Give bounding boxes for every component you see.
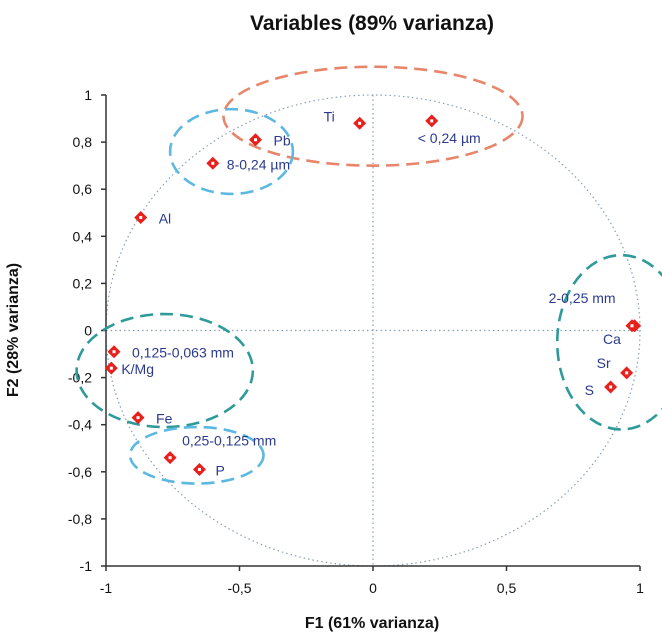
point-marker-center-3 — [211, 161, 215, 165]
data-point-5 — [107, 345, 121, 359]
data-point-12 — [620, 366, 634, 380]
point-marker-center-0 — [358, 121, 362, 125]
y-tick-label-8: 0,6 — [73, 181, 93, 197]
point-label-0: Ti — [324, 108, 335, 124]
x-tick-label-1: -0,5 — [227, 580, 251, 596]
group-ellipse-3 — [128, 425, 265, 485]
point-label-12: Sr — [597, 355, 611, 371]
data-point-13 — [604, 380, 618, 394]
point-marker-center-6 — [109, 366, 113, 370]
group-ellipse-2 — [75, 312, 255, 429]
point-label-3: 8-0,24 µm — [227, 156, 290, 172]
plot-area: -1 -0,8 -0,6 -0,4 -0,2 0 0,2 0,4 0,6 0,8 1 -1 -0,5 0 0… — [68, 65, 662, 596]
point-label-5: 0,125-0,063 mm — [132, 345, 234, 361]
y-tick-label-10: 1 — [84, 87, 92, 103]
point-label-2: Pb — [274, 133, 291, 149]
point-label-7: Fe — [156, 411, 173, 427]
group-ellipse-0 — [222, 65, 524, 167]
point-marker-center-11 — [630, 324, 634, 328]
point-label-11: Ca — [603, 331, 621, 347]
point-marker-center-9 — [197, 467, 201, 471]
point-marker-center-4 — [139, 215, 143, 219]
point-marker-center-7 — [136, 416, 140, 420]
x-axis-title: F1 (61% varianza) — [305, 615, 439, 632]
point-label-10: 2-0,25 mm — [549, 290, 616, 306]
y-axis-title: F2 (28% varianza) — [5, 263, 22, 397]
x-tick-label-2: 0 — [369, 580, 377, 596]
y-tick-label-4: -0,2 — [68, 370, 92, 386]
y-tick-label-0: -1 — [80, 558, 93, 574]
group-ellipse-1 — [168, 107, 295, 196]
point-marker-center-13 — [609, 385, 613, 389]
x-tick-label-0: -1 — [100, 580, 113, 596]
y-tick-label-6: 0,2 — [73, 275, 93, 291]
x-tick-label-3: 0,5 — [497, 580, 517, 596]
point-label-1: < 0,24 µm — [418, 130, 481, 146]
point-label-8: 0,25-0,125 mm — [182, 433, 276, 449]
point-label-9: P — [215, 462, 224, 478]
y-tick-label-2: -0,6 — [68, 464, 92, 480]
data-point-2 — [249, 133, 263, 147]
data-point-1 — [425, 114, 439, 128]
data-point-11 — [625, 319, 639, 333]
point-marker-center-2 — [254, 138, 258, 142]
point-label-4: Al — [159, 210, 171, 226]
data-point-6 — [104, 361, 118, 375]
point-label-13: S — [585, 382, 594, 398]
data-point-9 — [192, 462, 206, 476]
y-tick-label-9: 0,8 — [73, 134, 93, 150]
y-tick-label-3: -0,4 — [68, 417, 92, 433]
y-tick-label-5: 0 — [84, 323, 92, 339]
point-marker-center-8 — [168, 456, 172, 460]
data-point-4 — [134, 210, 148, 224]
y-tick-label-7: 0,4 — [73, 228, 93, 244]
chart-title: Variables (89% varianza) — [250, 12, 494, 35]
data-point-8 — [163, 451, 177, 465]
point-label-6: K/Mg — [121, 361, 154, 377]
y-tick-label-1: -0,8 — [68, 511, 92, 527]
point-marker-center-1 — [430, 119, 434, 123]
point-marker-center-5 — [112, 350, 116, 354]
data-point-7 — [131, 411, 145, 425]
data-point-0 — [353, 116, 367, 130]
x-tick-label-4: 1 — [636, 580, 644, 596]
data-point-3 — [206, 156, 220, 170]
point-marker-center-12 — [625, 371, 629, 375]
